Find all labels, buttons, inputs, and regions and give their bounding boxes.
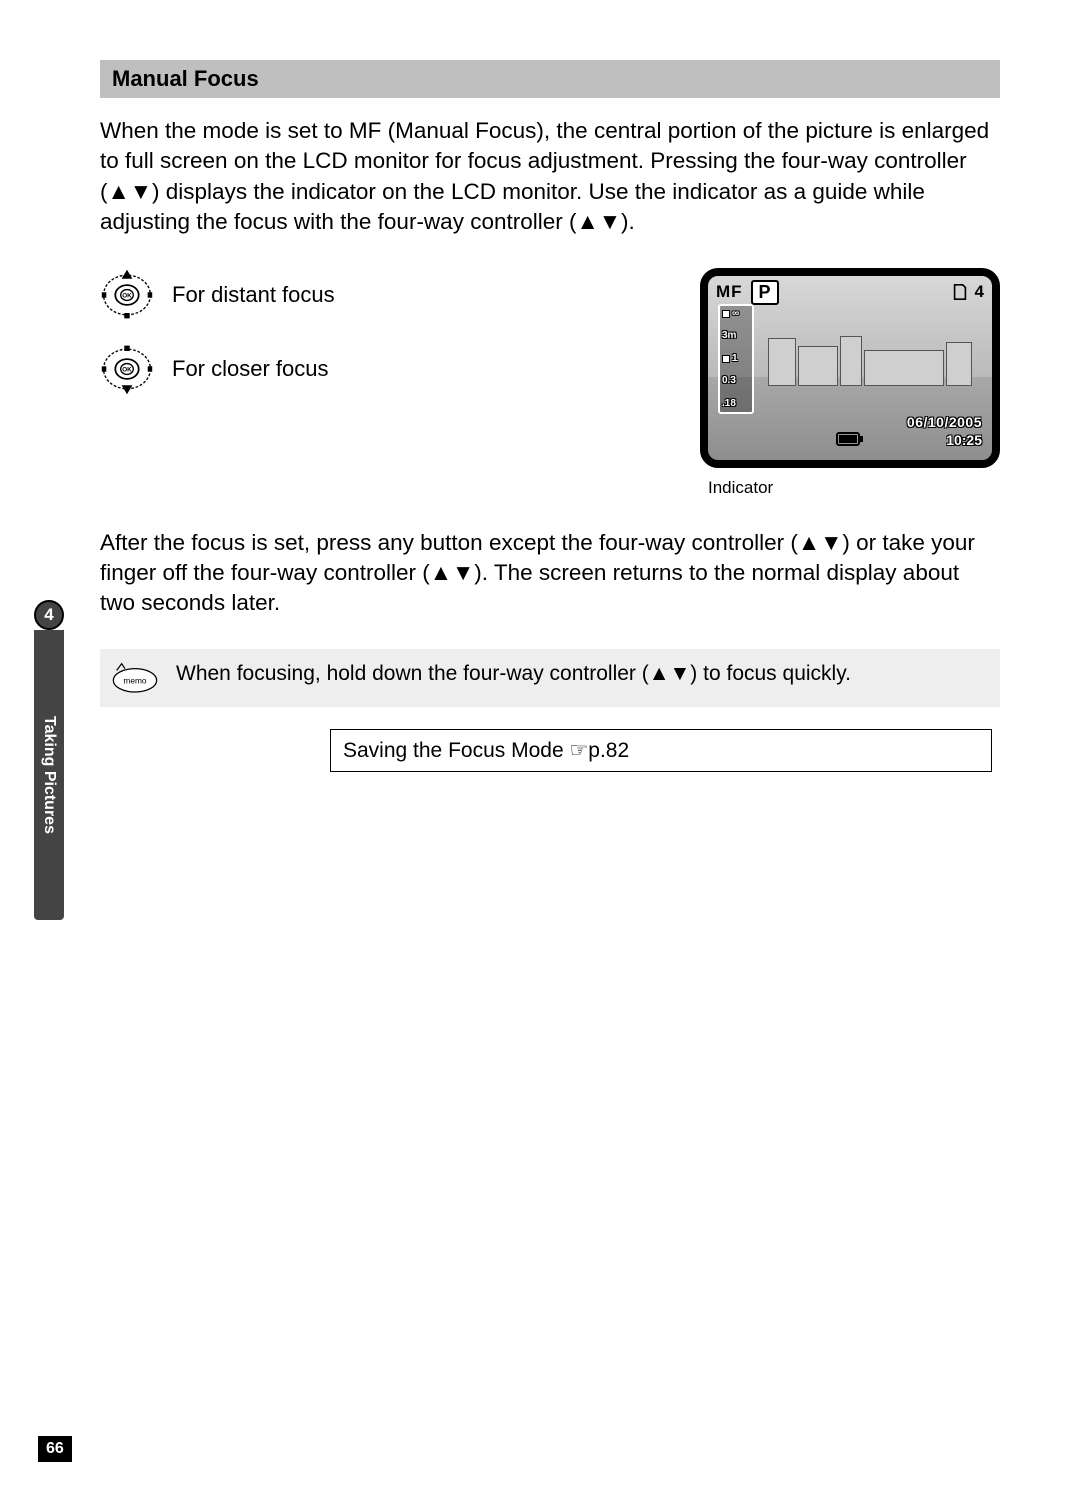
ind-tick-0: ∞ [732,309,739,319]
lcd-date: 06/10/2005 [907,414,982,430]
memo-box: memo When focusing, hold down the four-w… [100,649,1000,707]
intro-paragraph: When the mode is set to MF (Manual Focus… [100,116,1000,238]
controls-and-lcd-row: OK For distant focus OK [100,268,1000,498]
chapter-number-badge: 4 [34,600,64,630]
lcd-preview: MF P 4 ∞ 3m 1 0.3 .18 06/10/20 [700,268,1000,468]
section-heading: Manual Focus [100,60,1000,98]
lcd-preview-wrap: MF P 4 ∞ 3m 1 0.3 .18 06/10/20 [700,268,1000,498]
ind-tick-1: 3m [722,331,736,341]
control-down-item: OK For closer focus [100,342,335,396]
memo-text: When focusing, hold down the four-way co… [176,659,851,688]
lcd-top-bar: MF P 4 [708,280,992,305]
memory-card-icon [951,283,969,301]
lcd-mode-box: P [751,280,779,305]
sidebar-tab: 4 Taking Pictures [34,600,64,920]
memo-icon: memo [110,659,160,695]
svg-text:memo: memo [123,675,147,685]
lcd-top-right: 4 [951,282,984,302]
lcd-mf-label: MF [716,282,743,302]
page-content: Manual Focus When the mode is set to MF … [100,60,1000,772]
controller-up-icon: OK [100,268,154,322]
ind-tick-2: 1 [732,354,738,364]
controller-hints: OK For distant focus OK [100,268,335,396]
svg-text:OK: OK [122,366,132,373]
lcd-caption: Indicator [700,478,1000,498]
chapter-title: Taking Pictures [40,716,58,834]
chapter-title-bar: Taking Pictures [34,630,64,920]
ind-tick-4: .18 [722,399,736,409]
cross-reference-box: Saving the Focus Mode ☞p.82 [330,729,992,772]
lcd-scene [768,326,982,386]
control-down-label: For closer focus [172,356,329,382]
controller-down-icon: OK [100,342,154,396]
lcd-time: 10:25 [946,432,982,448]
ind-tick-3: 0.3 [722,376,736,386]
svg-text:OK: OK [122,292,132,299]
focus-indicator: ∞ 3m 1 0.3 .18 [718,304,754,414]
control-up-item: OK For distant focus [100,268,335,322]
lcd-count: 4 [975,282,984,302]
battery-icon [836,431,864,452]
after-paragraph: After the focus is set, press any button… [100,528,1000,619]
page-number: 66 [38,1436,72,1462]
control-up-label: For distant focus [172,282,335,308]
